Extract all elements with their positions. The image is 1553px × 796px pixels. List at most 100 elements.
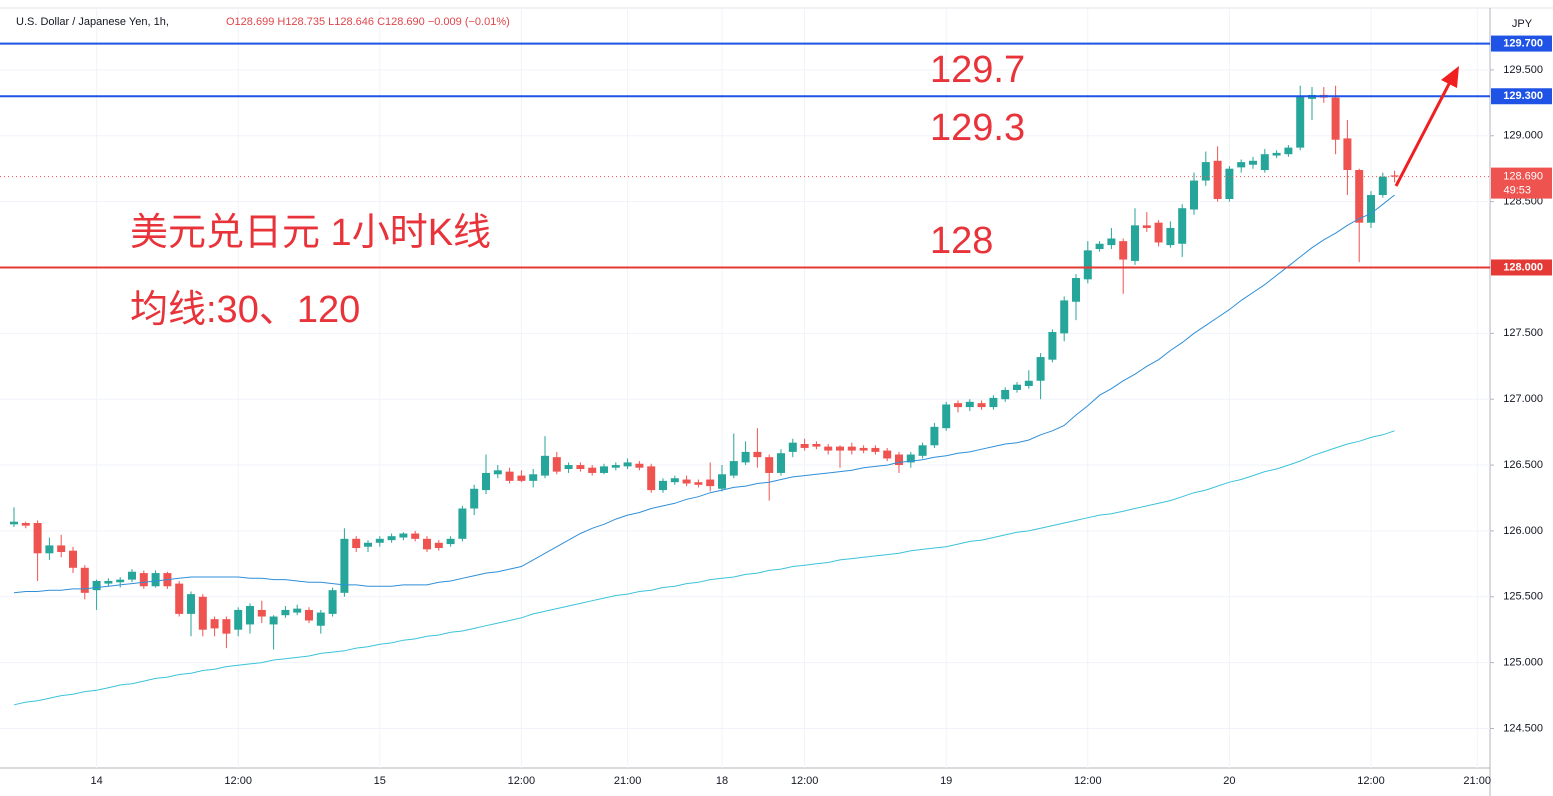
candle-body xyxy=(10,521,18,525)
price-label: 129.300 xyxy=(1503,90,1543,102)
x-tick-label: 18 xyxy=(716,775,728,787)
candle-body xyxy=(1024,380,1033,387)
candle-body xyxy=(1154,222,1163,243)
candle-body xyxy=(765,457,774,473)
candle-body xyxy=(493,470,502,475)
candle-body xyxy=(800,443,809,448)
candle-body xyxy=(729,461,738,476)
moving-average xyxy=(13,430,1395,706)
candle-body xyxy=(918,445,927,456)
annotation: 美元兑日元 1小时K线 xyxy=(130,212,491,254)
candle-body xyxy=(139,573,148,587)
candle-body xyxy=(316,612,325,626)
candle-body xyxy=(718,474,726,489)
candle-body xyxy=(647,466,656,491)
x-tick-label: 20 xyxy=(1223,775,1235,787)
candle-body xyxy=(387,536,396,541)
candle-body xyxy=(269,616,278,625)
axes: 124.500 125.000 125.500 126.000 126.500 127.0… xyxy=(90,35,1552,787)
candle-body xyxy=(812,443,821,447)
candle-body xyxy=(446,538,455,545)
candle-body xyxy=(482,472,490,491)
candle-body xyxy=(635,463,644,468)
candle-body xyxy=(588,467,597,473)
candle-body xyxy=(847,446,856,451)
candle-body xyxy=(1001,389,1010,400)
x-tick-label: 15 xyxy=(374,775,386,787)
candle-body xyxy=(670,478,679,483)
candle-body xyxy=(1201,162,1210,181)
annotation: 均线:30、120 xyxy=(130,289,360,331)
candle-body xyxy=(423,538,431,550)
candle-body xyxy=(611,465,620,468)
candle-body xyxy=(45,545,54,554)
price-label-box xyxy=(1491,259,1552,276)
candle-body xyxy=(246,605,254,625)
candle-body xyxy=(434,542,443,549)
candle-body xyxy=(753,451,762,458)
candle-body xyxy=(470,488,479,509)
candle-body xyxy=(340,538,349,593)
candle-body xyxy=(836,446,844,451)
candle-body xyxy=(1036,357,1045,381)
candle-body xyxy=(576,465,585,470)
candle-body xyxy=(541,455,549,476)
candle-body xyxy=(906,454,915,463)
candle-body xyxy=(1225,168,1234,199)
candle-body xyxy=(965,401,974,408)
candle-body xyxy=(1142,225,1151,228)
price-label-box xyxy=(1491,35,1552,52)
candle-body xyxy=(1060,300,1069,334)
candle-body xyxy=(1390,175,1399,177)
candle-body xyxy=(80,567,89,593)
candle-body xyxy=(1048,332,1057,360)
candle-body xyxy=(21,523,30,526)
candle-body xyxy=(1355,170,1364,223)
candle-body xyxy=(1249,160,1257,165)
candle-body xyxy=(1178,208,1187,244)
arrow xyxy=(1394,66,1459,187)
candle-body xyxy=(694,482,703,485)
x-tick-label: 12:00 xyxy=(1357,775,1385,787)
candle-body xyxy=(600,466,608,473)
candle-body xyxy=(1119,241,1128,260)
candle-body xyxy=(187,594,195,614)
candle-body xyxy=(411,533,420,539)
candle-body xyxy=(364,542,372,547)
candle-body xyxy=(1083,250,1092,280)
y-tick-label: 124.500 xyxy=(1503,722,1543,734)
price-label: 128.000 xyxy=(1503,261,1543,273)
candle-body xyxy=(1343,138,1352,171)
candle-body xyxy=(222,619,231,634)
x-tick-label: 21:00 xyxy=(1463,775,1491,787)
candle-body xyxy=(328,590,337,614)
candle-body xyxy=(623,462,632,467)
x-tick-label: 14 xyxy=(90,775,102,787)
candle-body xyxy=(458,508,467,539)
y-tick-label: 127.000 xyxy=(1503,393,1543,405)
symbol-title: U.S. Dollar / Japanese Yen, 1h, xyxy=(16,16,169,28)
candle-body xyxy=(777,453,785,473)
candle-body xyxy=(517,475,526,481)
candle-body xyxy=(198,596,207,630)
candle-body xyxy=(352,538,361,549)
candle-body xyxy=(1284,147,1293,155)
candle-body xyxy=(942,404,951,429)
y-tick-label: 129.500 xyxy=(1503,64,1543,76)
candle-body xyxy=(529,474,538,481)
x-tick-label: 12:00 xyxy=(224,775,252,787)
candle-body xyxy=(293,608,302,613)
candle-body xyxy=(895,454,903,466)
candle-body xyxy=(954,403,962,408)
candle-body xyxy=(1190,180,1198,210)
candle-body xyxy=(977,403,986,408)
candle-body xyxy=(92,580,101,591)
y-tick-label: 125.500 xyxy=(1503,591,1543,603)
candle-body xyxy=(930,426,939,446)
candle-body xyxy=(824,446,833,451)
candle-body xyxy=(788,442,797,452)
candle-body xyxy=(564,465,573,470)
currency-label: JPY xyxy=(1512,18,1533,30)
